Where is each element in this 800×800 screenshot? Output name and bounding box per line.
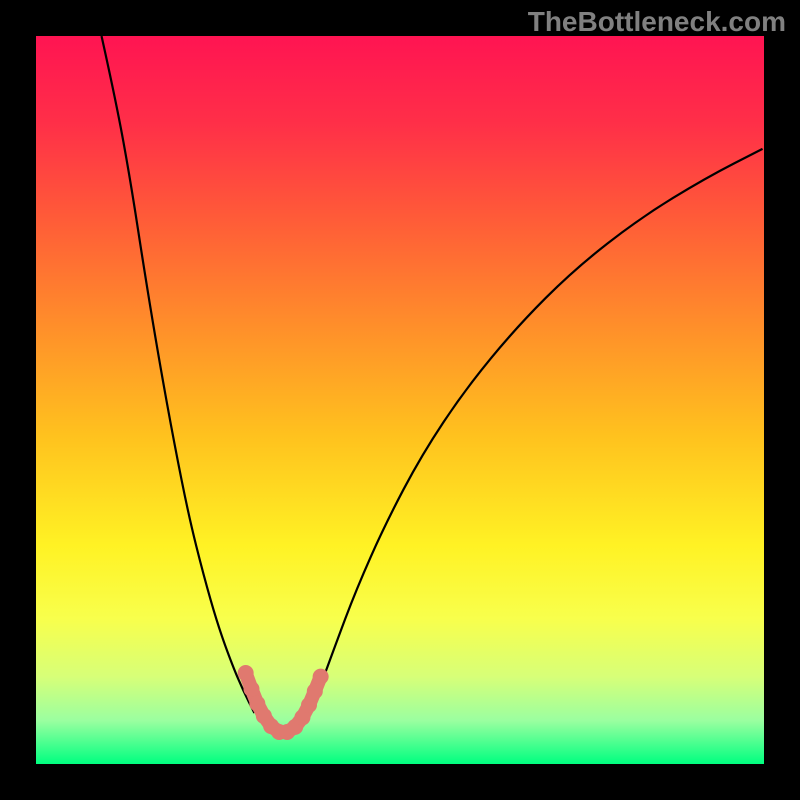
gradient-background <box>36 36 764 764</box>
marker-dot <box>238 665 254 681</box>
marker-dot <box>243 681 259 697</box>
marker-dot <box>313 669 329 685</box>
plot-svg <box>36 36 764 764</box>
watermark-label: TheBottleneck.com <box>528 6 786 38</box>
marker-dot <box>301 697 317 713</box>
plot-area <box>36 36 764 764</box>
marker-dot <box>307 683 323 699</box>
